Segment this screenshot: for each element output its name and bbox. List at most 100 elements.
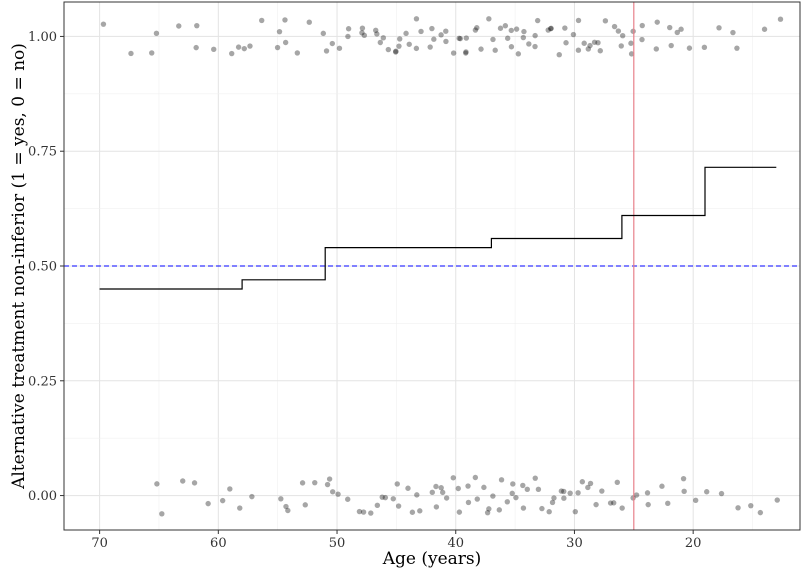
x-tick-label: 70: [91, 536, 108, 551]
point-outcome-0: [429, 489, 435, 496]
point-outcome-1: [306, 19, 312, 25]
y-tick-label: 0.75: [28, 145, 57, 160]
point-outcome-0: [417, 508, 423, 514]
point-outcome-1: [678, 26, 684, 32]
point-outcome-1: [761, 26, 768, 32]
point-outcome-0: [593, 501, 599, 508]
point-outcome-1: [345, 26, 352, 32]
point-outcome-0: [395, 503, 402, 509]
point-outcome-0: [283, 503, 289, 510]
point-outcome-0: [390, 496, 396, 502]
point-outcome-1: [597, 48, 603, 54]
point-outcome-1: [374, 31, 380, 37]
point-outcome-1: [463, 35, 470, 41]
point-outcome-0: [456, 509, 463, 515]
point-outcome-1: [100, 21, 107, 27]
point-outcome-0: [465, 483, 471, 489]
point-outcome-0: [567, 490, 573, 496]
point-outcome-1: [734, 45, 740, 51]
point-outcome-0: [748, 502, 754, 509]
point-outcome-0: [599, 488, 605, 494]
point-outcome-1: [618, 43, 624, 49]
point-outcome-1: [591, 39, 598, 45]
point-outcome-0: [532, 475, 538, 481]
point-outcome-1: [628, 51, 635, 57]
point-outcome-1: [674, 29, 680, 36]
point-outcome-0: [299, 480, 306, 486]
point-outcome-1: [450, 50, 457, 56]
point-outcome-1: [545, 27, 551, 33]
point-outcome-1: [380, 35, 387, 41]
y-tick-label: 1.00: [28, 30, 57, 45]
point-outcome-0: [585, 484, 591, 491]
point-outcome-1: [497, 25, 504, 31]
y-tick-label: 0.50: [28, 260, 57, 275]
point-outcome-1: [486, 16, 492, 22]
point-outcome-0: [329, 489, 336, 495]
point-outcome-0: [561, 495, 567, 501]
point-outcome-0: [520, 505, 527, 511]
point-outcome-1: [427, 44, 433, 50]
point-outcome-1: [548, 25, 554, 32]
point-outcome-0: [535, 486, 542, 493]
point-outcome-0: [368, 510, 374, 516]
point-outcome-0: [496, 507, 503, 513]
point-outcome-1: [556, 52, 562, 58]
point-outcome-1: [639, 22, 645, 29]
point-outcome-0: [644, 490, 651, 496]
point-outcome-1: [443, 28, 449, 34]
point-outcome-1: [457, 35, 464, 42]
point-outcome-1: [282, 39, 289, 46]
y-axis-title: Alternative treatment non-inferior (1 = …: [9, 43, 29, 490]
point-outcome-0: [409, 509, 416, 515]
point-outcome-0: [549, 499, 556, 506]
point-outcome-1: [701, 44, 708, 51]
point-outcome-0: [154, 481, 160, 487]
point-outcome-1: [429, 25, 435, 32]
point-outcome-1: [392, 49, 399, 55]
point-outcome-1: [176, 23, 182, 29]
point-outcome-1: [548, 25, 554, 32]
point-outcome-1: [194, 22, 200, 29]
point-outcome-1: [777, 16, 784, 22]
point-outcome-0: [681, 488, 687, 494]
point-outcome-0: [486, 506, 492, 512]
point-outcome-0: [504, 499, 510, 505]
point-outcome-1: [276, 28, 283, 35]
point-outcome-0: [382, 494, 389, 501]
point-outcome-0: [227, 486, 233, 492]
point-outcome-1: [128, 50, 134, 57]
point-outcome-1: [153, 30, 160, 37]
point-outcome-1: [575, 17, 582, 24]
point-outcome-0: [249, 493, 255, 500]
point-outcome-1: [478, 46, 484, 52]
point-outcome-1: [403, 30, 409, 37]
point-outcome-1: [686, 45, 693, 51]
point-outcome-1: [587, 42, 593, 49]
point-outcome-1: [630, 28, 636, 34]
point-outcome-1: [385, 46, 392, 53]
reference-lines: [64, 2, 800, 530]
point-outcome-0: [324, 481, 331, 488]
point-outcome-1: [241, 45, 247, 52]
point-outcome-1: [463, 49, 469, 55]
point-outcome-0: [302, 502, 308, 508]
x-tick-label: 60: [210, 536, 227, 551]
point-outcome-0: [718, 490, 725, 497]
point-outcome-1: [472, 27, 479, 33]
point-outcome-1: [456, 35, 462, 42]
point-outcome-1: [615, 28, 622, 34]
x-tick-label: 50: [329, 536, 346, 551]
point-outcome-0: [345, 496, 351, 502]
point-outcome-1: [581, 40, 587, 46]
point-outcome-0: [450, 475, 456, 481]
point-outcome-0: [520, 482, 526, 489]
point-outcome-0: [326, 476, 333, 482]
point-outcome-0: [356, 508, 363, 515]
x-axis-ticks: 70 60 50 40 30 20: [91, 530, 701, 551]
point-outcome-0: [433, 504, 440, 510]
point-outcome-0: [465, 499, 472, 506]
point-outcome-0: [360, 509, 367, 515]
point-outcome-1: [508, 27, 515, 34]
